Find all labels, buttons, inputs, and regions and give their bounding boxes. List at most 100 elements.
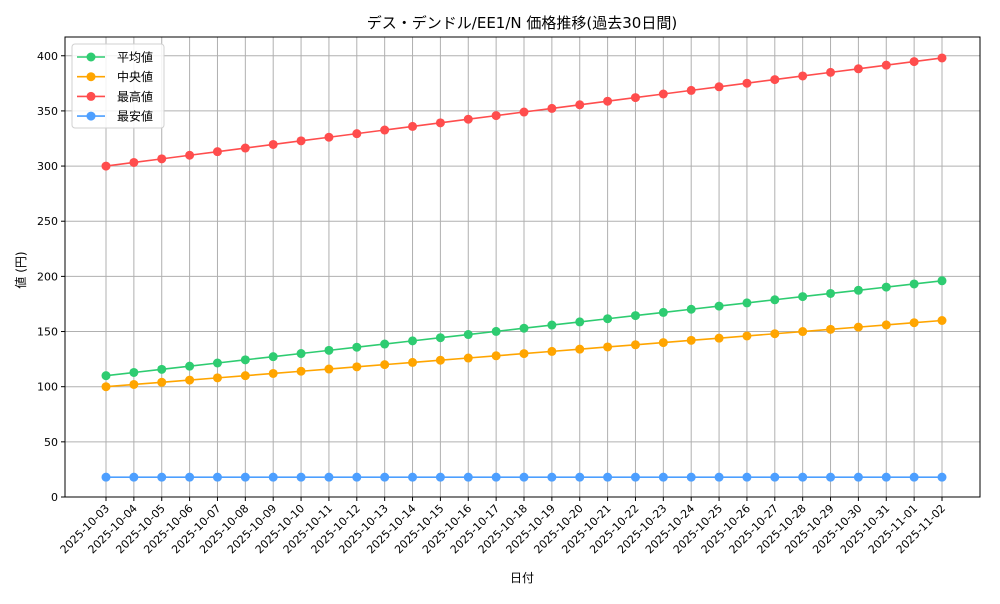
data-point [463, 114, 473, 124]
data-point [435, 355, 445, 365]
y-axis: 0 50 100 150 200 250 300 350 400 [37, 50, 65, 504]
data-point [658, 472, 668, 482]
data-point [686, 335, 696, 345]
data-point [826, 67, 836, 77]
data-point [324, 472, 334, 482]
data-point [658, 89, 668, 99]
data-point [491, 111, 501, 121]
data-point [826, 288, 836, 298]
data-point [686, 85, 696, 95]
data-point [408, 336, 418, 346]
y-tick-label: 100 [37, 381, 58, 394]
data-point [212, 147, 222, 157]
data-point [463, 330, 473, 340]
data-point [519, 107, 529, 117]
legend-box [71, 43, 165, 129]
data-point [575, 317, 585, 327]
data-point [491, 472, 501, 482]
data-point [380, 339, 390, 349]
data-point [853, 64, 863, 74]
legend-label: 中央値 [117, 69, 153, 84]
x-axis-label: 日付 [510, 571, 534, 585]
data-point [658, 307, 668, 317]
data-point [770, 295, 780, 305]
data-point [798, 292, 808, 302]
data-point [185, 472, 195, 482]
y-tick-label: 0 [51, 491, 58, 504]
data-point [352, 472, 362, 482]
data-point [185, 150, 195, 160]
data-point [324, 345, 334, 355]
y-tick-label: 250 [37, 215, 58, 228]
data-point [101, 382, 111, 392]
data-point [435, 118, 445, 128]
y-axis-label: 値 (円) [13, 251, 28, 288]
data-point [519, 323, 529, 333]
data-point [937, 316, 947, 326]
data-point [491, 351, 501, 361]
data-point [603, 96, 613, 106]
series-3 [101, 472, 947, 482]
data-point [547, 346, 557, 356]
data-point [324, 132, 334, 142]
data-point [157, 377, 167, 387]
data-point [380, 360, 390, 370]
y-tick-label: 150 [37, 326, 58, 339]
data-point [101, 371, 111, 381]
data-point [575, 344, 585, 354]
data-point [296, 136, 306, 146]
legend-label: 最高値 [117, 89, 153, 104]
grid [65, 37, 980, 498]
legend-marker [86, 52, 96, 62]
data-point [881, 282, 891, 292]
data-point [798, 71, 808, 81]
data-point [881, 472, 891, 482]
data-point [101, 161, 111, 171]
data-point [714, 333, 724, 343]
data-point [296, 349, 306, 359]
data-point [909, 472, 919, 482]
y-tick-label: 200 [37, 270, 58, 283]
data-point [324, 364, 334, 374]
chart-title: デス・デンドル/EE1/N 価格推移(過去30日間) [367, 14, 677, 32]
data-point [463, 472, 473, 482]
data-point [157, 472, 167, 482]
data-point [630, 472, 640, 482]
data-point [742, 78, 752, 88]
data-point [157, 364, 167, 374]
data-point [352, 342, 362, 352]
data-point [129, 367, 139, 377]
data-point [937, 472, 947, 482]
data-point [575, 472, 585, 482]
data-point [380, 125, 390, 135]
y-tick-label: 350 [37, 105, 58, 118]
data-point [212, 373, 222, 383]
plot-frame [64, 36, 981, 498]
data-point [129, 157, 139, 167]
series-group [101, 53, 947, 482]
data-point [909, 57, 919, 67]
data-point [881, 320, 891, 330]
data-point [296, 472, 306, 482]
legend-marker [86, 91, 96, 101]
data-point [909, 318, 919, 328]
data-point [547, 320, 557, 330]
data-point [686, 304, 696, 314]
y-tick-label: 300 [37, 160, 58, 173]
data-point [157, 154, 167, 164]
data-point [408, 357, 418, 367]
data-point [909, 279, 919, 289]
data-point [603, 314, 613, 324]
data-point [435, 333, 445, 343]
x-axis: 2025-10-032025-10-042025-10-052025-10-06… [58, 497, 948, 556]
data-point [519, 472, 529, 482]
series-0 [101, 276, 947, 381]
legend-label: 平均値 [117, 50, 153, 65]
data-point [435, 472, 445, 482]
data-point [185, 375, 195, 385]
data-point [240, 371, 250, 381]
data-point [268, 472, 278, 482]
data-point [798, 327, 808, 337]
